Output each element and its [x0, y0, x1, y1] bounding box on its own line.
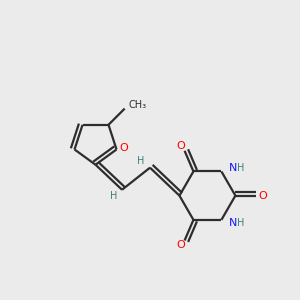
Text: N: N: [228, 218, 237, 228]
Text: H: H: [110, 191, 117, 201]
Text: H: H: [137, 156, 145, 166]
Text: O: O: [119, 143, 128, 153]
Text: O: O: [177, 240, 185, 250]
Text: N: N: [228, 163, 237, 173]
Text: CH₃: CH₃: [128, 100, 146, 110]
Text: O: O: [177, 141, 185, 151]
Text: O: O: [259, 190, 267, 201]
Text: H: H: [237, 218, 244, 228]
Text: H: H: [237, 163, 244, 173]
